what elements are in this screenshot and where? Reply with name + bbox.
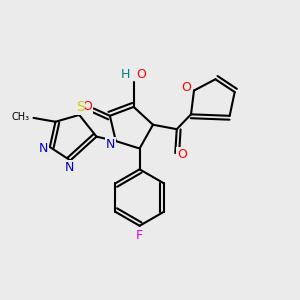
Text: O: O (177, 148, 187, 161)
Text: O: O (136, 68, 146, 81)
Text: N: N (106, 138, 115, 151)
Text: F: F (136, 229, 143, 242)
Text: S: S (76, 100, 85, 115)
Text: O: O (82, 100, 92, 113)
Text: N: N (39, 142, 48, 155)
Text: N: N (65, 161, 74, 174)
Text: O: O (182, 81, 191, 94)
Text: CH₃: CH₃ (12, 112, 30, 122)
Text: H: H (121, 68, 130, 81)
